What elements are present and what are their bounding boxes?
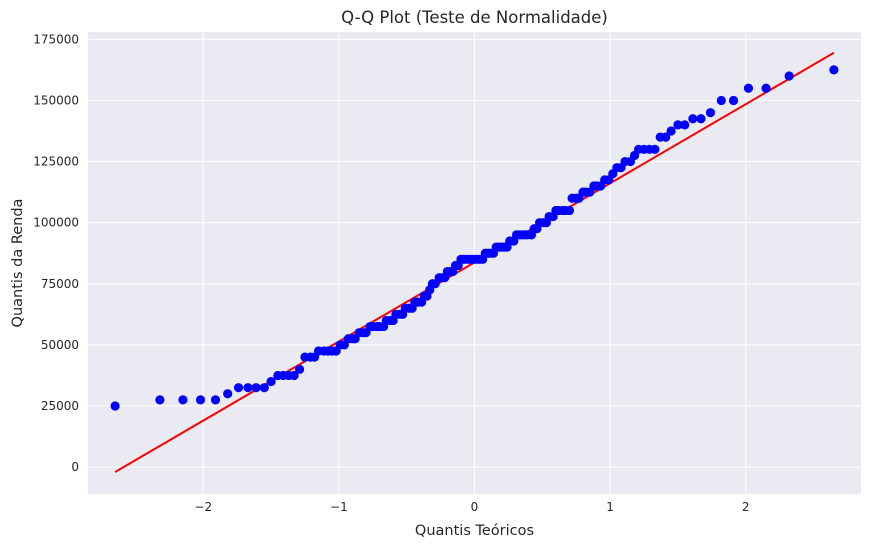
x-tick-label: 0 — [471, 500, 479, 514]
data-point — [564, 205, 575, 216]
data-point — [233, 383, 244, 393]
data-points — [110, 65, 839, 411]
x-tick-label: −2 — [194, 500, 212, 514]
y-axis-label: Quantis da Renda — [10, 199, 26, 328]
data-point — [688, 114, 698, 124]
x-axis-ticks: −2 −1 0 1 2 — [194, 500, 749, 514]
data-point — [155, 395, 165, 405]
chart-title: Q-Q Plot (Teste de Normalidade) — [341, 8, 608, 27]
data-point — [650, 144, 660, 154]
x-tick-label: 1 — [606, 500, 614, 514]
data-point — [251, 383, 261, 393]
data-point — [661, 132, 671, 142]
data-point — [210, 395, 221, 405]
data-point — [673, 120, 683, 130]
data-point — [266, 376, 276, 387]
data-point — [178, 395, 188, 405]
data-point — [761, 83, 771, 93]
y-tick-label: 75000 — [41, 277, 79, 291]
data-point — [696, 114, 706, 124]
x-tick-label: −1 — [330, 500, 348, 514]
data-point — [110, 401, 120, 411]
y-tick-label: 125000 — [33, 155, 79, 169]
data-point — [728, 95, 739, 106]
data-point — [716, 95, 726, 106]
y-tick-label: 50000 — [41, 338, 79, 352]
x-axis-label: Quantis Teóricos — [415, 523, 534, 539]
y-tick-label: 100000 — [33, 216, 79, 230]
data-point — [743, 83, 754, 93]
data-point — [705, 108, 716, 118]
data-point — [259, 383, 269, 393]
x-tick-label: 2 — [742, 500, 750, 514]
data-point — [243, 383, 253, 393]
data-point — [666, 126, 676, 136]
data-point — [289, 370, 299, 381]
y-tick-label: 0 — [71, 460, 79, 474]
data-point — [223, 389, 233, 399]
y-tick-label: 25000 — [41, 399, 79, 413]
y-tick-label: 150000 — [33, 93, 79, 107]
data-point — [784, 71, 794, 81]
data-point — [680, 120, 690, 130]
data-point — [195, 395, 206, 405]
y-axis-ticks: 0 25000 50000 75000 100000 125000 150000 175000 — [33, 32, 79, 474]
data-point — [829, 65, 839, 75]
y-tick-label: 175000 — [33, 32, 79, 46]
data-point — [294, 364, 305, 374]
